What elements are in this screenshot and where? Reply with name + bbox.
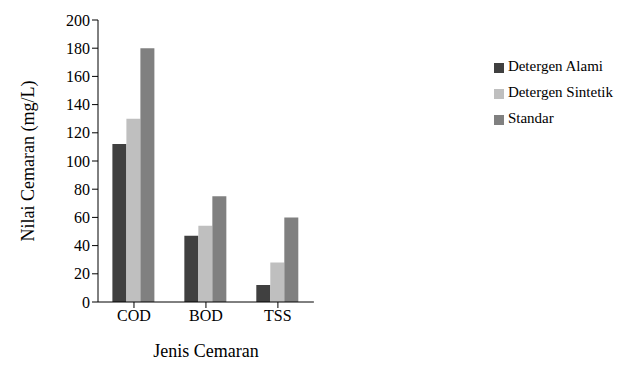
svg-text:Jenis Cemaran: Jenis Cemaran <box>153 341 258 361</box>
svg-text:0: 0 <box>82 294 90 311</box>
svg-text:60: 60 <box>74 209 90 226</box>
svg-text:BOD: BOD <box>189 307 223 324</box>
svg-text:200: 200 <box>66 12 90 29</box>
html-text:Detergen Alami: Detergen Alami <box>507 58 603 74</box>
html-text:Standar: Standar <box>507 110 554 126</box>
svg-text:100: 100 <box>66 153 90 170</box>
svg-text:160: 160 <box>66 68 90 85</box>
svg-text:20: 20 <box>74 265 90 282</box>
svg-text:Nilai Cemaran (mg/L): Nilai Cemaran (mg/L) <box>18 81 39 242</box>
svg-text:140: 140 <box>66 96 90 113</box>
svg-text:80: 80 <box>74 181 90 198</box>
svg-text:120: 120 <box>66 124 90 141</box>
svg-text:COD: COD <box>117 307 151 324</box>
html-text:Detergen Sintetik: Detergen Sintetik <box>507 84 613 100</box>
svg-text:40: 40 <box>74 237 90 254</box>
svg-text:TSS: TSS <box>264 307 292 324</box>
svg-text:180: 180 <box>66 40 90 57</box>
